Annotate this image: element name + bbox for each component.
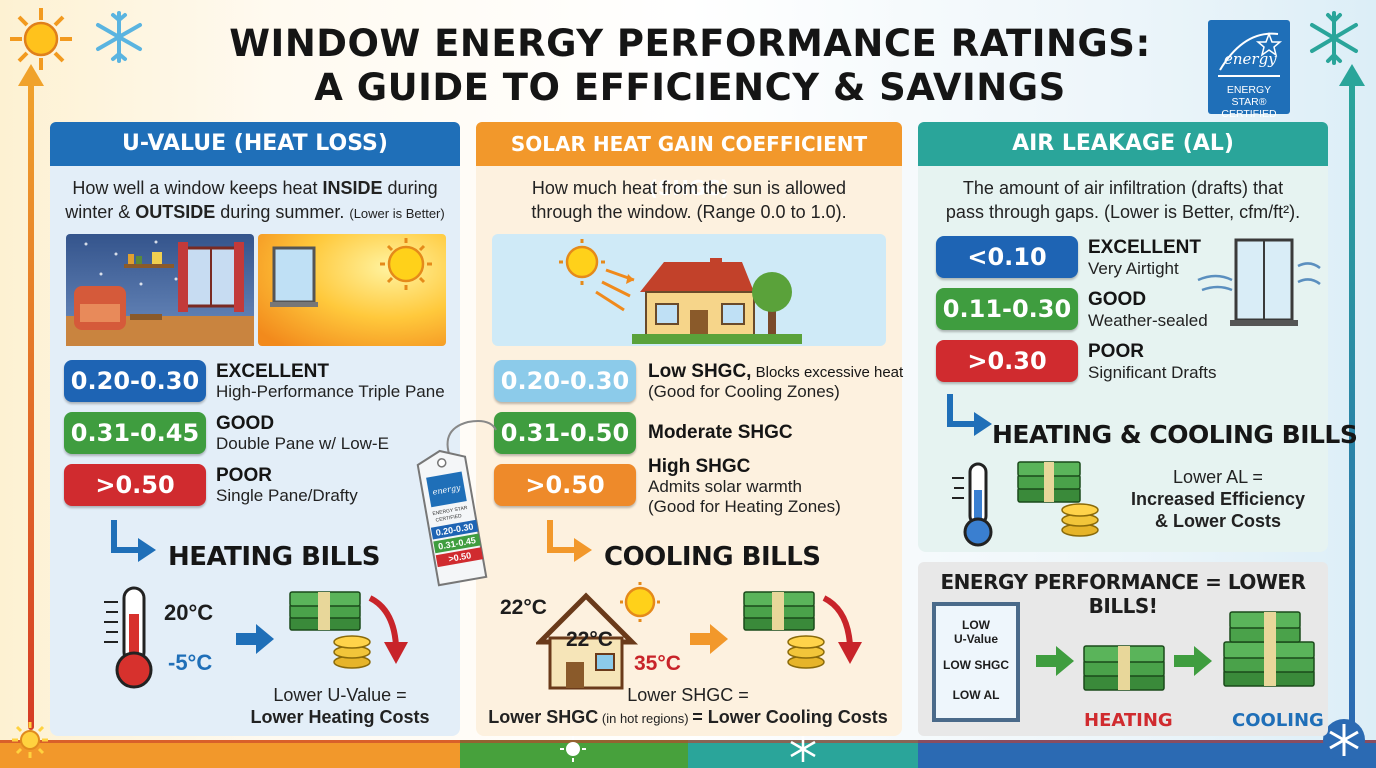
money-cooling-icon — [1223, 611, 1315, 687]
sun-top-icon — [10, 8, 72, 70]
air-bend-arrow-icon — [947, 394, 992, 436]
summary-window-shgc: LOW SHGC — [943, 658, 1009, 672]
summary-arrow-2-icon — [1174, 646, 1212, 676]
money-coins-icon — [743, 591, 862, 669]
up-arrow-left-icon — [18, 64, 44, 86]
tag-range-3: >0.50 — [448, 550, 472, 564]
air-bills-title: HEATING & COOLING BILLS — [992, 420, 1358, 449]
uvalue-rating-excellent-detail: High-Performance Triple Pane — [216, 382, 445, 401]
shgc-illustration — [492, 234, 886, 346]
money-coins-icon — [1017, 461, 1099, 537]
shgc-bills-title: COOLING BILLS — [604, 542, 821, 572]
uvalue-rating-excellent-pill: 0.20-0.30 — [64, 360, 206, 402]
badge-caption-1: ENERGY STAR® — [1226, 84, 1272, 108]
summary-window-uvalue: U-Value — [953, 632, 998, 646]
shgc-caption: Lower SHGC = Lower SHGC (in hot regions) … — [488, 685, 888, 727]
air-description: The amount of air infiltration (drafts) … — [945, 178, 1301, 222]
snowflake-bottom-icon — [790, 736, 816, 762]
sun-corner-icon — [12, 722, 48, 758]
shgc-temp-hot: 35°C — [634, 652, 681, 675]
shgc-bend-arrow-icon — [547, 520, 592, 562]
uvalue-arrow-icon — [236, 624, 274, 654]
energy-star-tag: energy ENERGY STAR CERTIFIED 0.20-0.30 0… — [416, 420, 497, 587]
air-caption: Lower AL = Increased Efficiency & Lower Co… — [1130, 467, 1306, 531]
uvalue-description: How well a window keeps heat INSIDE duri… — [65, 178, 445, 222]
bottom-color-bar — [0, 740, 1376, 768]
uvalue-temp-inside: 20°C — [164, 600, 214, 625]
air-rating-poor-label: POOR — [1088, 341, 1144, 362]
summary-window-al: LOW AL — [952, 688, 1000, 702]
house-icon — [536, 582, 660, 690]
shgc-rating-moderate-label: Moderate SHGC — [648, 422, 793, 443]
air-rating-good-pill: 0.11-0.30 — [936, 288, 1078, 330]
uvalue-rating-good-label: GOOD — [216, 413, 275, 434]
uvalue-rating-poor-label: POOR — [216, 465, 272, 486]
shgc-rating-low-detail: (Good for Cooling Zones) — [648, 382, 840, 401]
sun-bottom-icon — [560, 736, 586, 762]
shgc-rating-high-pill: >0.50 — [494, 464, 636, 506]
shgc-arrow-icon — [690, 624, 728, 654]
energy-star-logo-icon: energy — [1218, 31, 1283, 77]
summary-title: ENERGY PERFORMANCE = LOWER BILLS! — [940, 570, 1306, 618]
shgc-header: SOLAR HEAT GAIN COEFFICIENT (SHGC) — [476, 122, 902, 200]
shgc-rating-high-detail: Admits solar warmth — [648, 477, 802, 496]
up-arrow-right-icon — [1339, 64, 1365, 86]
shgc-temp-left: 22°C — [500, 596, 547, 619]
air-rating-excellent-label: EXCELLENT — [1088, 237, 1201, 258]
energy-star-badge: energy ENERGY STAR® CERTIFIED — [1208, 20, 1290, 120]
right-frame-bar — [1349, 80, 1355, 730]
shgc-rating-high-label: High SHGC — [648, 456, 751, 477]
tag-line-2: CERTIFIED — [435, 513, 462, 524]
thermometer-cold-icon — [952, 462, 993, 547]
window-draft-icon — [1197, 238, 1321, 326]
uvalue-rating-poor-pill: >0.50 — [64, 464, 206, 506]
uvalue-temp-outside: -5°C — [168, 650, 213, 675]
uvalue-bend-arrow-icon — [111, 520, 156, 562]
summary-window-low: LOW — [962, 618, 990, 632]
uvalue-rating-poor-detail: Single Pane/Drafty — [216, 486, 358, 505]
air-rating-good-detail: Weather-sealed — [1088, 311, 1208, 330]
uvalue-rating-good-detail: Double Pane w/ Low-E — [216, 434, 389, 453]
snowflake-corner-icon — [1323, 719, 1365, 761]
snowflake-top-left-icon — [96, 11, 142, 63]
title-line-2: A GUIDE TO EFFICIENCY & SAVINGS — [314, 66, 1066, 109]
summary-cooling-label: COOLING — [1232, 710, 1324, 731]
left-frame-bar — [28, 80, 34, 730]
title-line-1: WINDOW ENERGY PERFORMANCE RATINGS: — [229, 22, 1151, 65]
uvalue-header: U-VALUE (HEAT LOSS) — [50, 122, 460, 166]
shgc-temp-inside: 22°C — [566, 628, 613, 651]
shgc-rating-low-pill: 0.20-0.30 — [494, 360, 636, 402]
summary-heating-label: HEATING — [1084, 710, 1173, 731]
air-rating-poor-pill: >0.30 — [936, 340, 1078, 382]
shgc-rating-low-label: Low SHGC, Blocks excessive heat — [648, 361, 904, 382]
shgc-rating-moderate-pill: 0.31-0.50 — [494, 412, 636, 454]
money-heating-icon — [1083, 645, 1165, 691]
uvalue-caption: Lower U-Value = Lower Heating Costs — [250, 685, 430, 727]
air-rating-good-label: GOOD — [1088, 289, 1147, 310]
page-title: WINDOW ENERGY PERFORMANCE RATINGS: A GUI… — [160, 22, 1220, 110]
uvalue-rating-good-pill: 0.31-0.45 — [64, 412, 206, 454]
money-coins-icon — [289, 591, 408, 669]
air-rating-excellent-detail: Very Airtight — [1088, 259, 1179, 278]
uvalue-bills-title: HEATING BILLS — [168, 542, 381, 572]
thermometer-icon — [104, 586, 153, 689]
uvalue-rating-excellent-label: EXCELLENT — [216, 361, 329, 382]
shgc-description: How much heat from the sun is allowed thr… — [531, 178, 847, 222]
summary-window: LOW U-Value LOW SHGC LOW AL — [932, 602, 1020, 722]
badge-caption-2: CERTIFIED — [1221, 108, 1277, 120]
uvalue-illustration — [66, 234, 446, 346]
air-rating-poor-detail: Significant Drafts — [1088, 363, 1217, 382]
badge-logo-text: energy — [1224, 50, 1277, 68]
shgc-rating-high-detail-2: (Good for Heating Zones) — [648, 497, 841, 516]
summary-arrow-1-icon — [1036, 646, 1074, 676]
snowflake-top-right-icon — [1310, 11, 1358, 65]
air-header: AIR LEAKAGE (AL) — [918, 122, 1328, 166]
air-rating-excellent-pill: <0.10 — [936, 236, 1078, 278]
